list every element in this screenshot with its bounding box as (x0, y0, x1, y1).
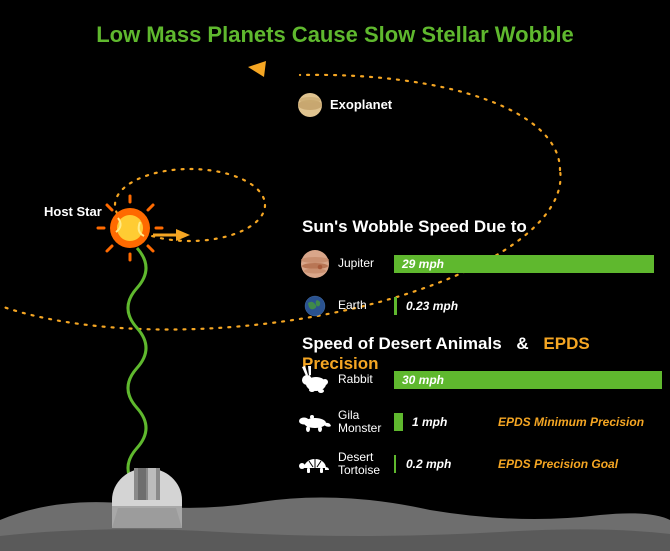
bar-track: 1 mph (394, 413, 474, 431)
epds-note: EPDS Precision Goal (498, 457, 618, 471)
bar-value: 0.23 mph (406, 299, 458, 313)
tortoise-icon (298, 447, 332, 481)
host-star-label: Host Star (44, 204, 102, 219)
outer-orbit-arrow (248, 61, 266, 77)
row-label: Gila Monster (338, 409, 394, 435)
star-arrow-head (176, 229, 190, 241)
row-jupiter: Jupiter 29 mph (298, 246, 660, 282)
bar-track: 0.23 mph (394, 297, 660, 315)
exoplanet-icon (298, 93, 322, 117)
gila-icon (298, 405, 332, 439)
bar-track: 30 mph (394, 371, 662, 389)
bar-fill (394, 297, 397, 315)
section2-heading-a: Speed of Desert Animals (302, 334, 502, 353)
jupiter-icon (298, 247, 332, 281)
epds-note: EPDS Minimum Precision (498, 415, 644, 429)
row-gila: Gila Monster 1 mph EPDS Minimum Precisio… (298, 404, 660, 440)
bar-track: 29 mph (394, 255, 660, 273)
bar-track: 0.2 mph (394, 455, 474, 473)
earth-icon (298, 289, 332, 323)
bar-value: 30 mph (402, 373, 444, 387)
page-title: Low Mass Planets Cause Slow Stellar Wobb… (0, 22, 670, 48)
rabbit-icon (298, 363, 332, 397)
bar-value: 0.2 mph (406, 457, 451, 471)
bar-value: 1 mph (412, 415, 447, 429)
section1-heading: Sun's Wobble Speed Due to (302, 217, 527, 237)
bar-value: 29 mph (402, 257, 444, 271)
exoplanet-label: Exoplanet (330, 97, 392, 112)
row-label: Jupiter (338, 257, 394, 270)
row-tortoise: Desert Tortoise 0.2 mph EPDS Precision G… (298, 446, 660, 482)
host-star-icon (98, 196, 162, 260)
section2-heading-amp: & (516, 334, 528, 353)
row-earth: Earth 0.23 mph (298, 288, 660, 324)
bar-fill (394, 455, 396, 473)
telescope-icon (112, 468, 182, 528)
bar-fill (394, 413, 403, 431)
row-label: Desert Tortoise (338, 451, 394, 477)
row-rabbit: Rabbit 30 mph (298, 362, 660, 398)
row-label: Earth (338, 299, 394, 312)
row-label: Rabbit (338, 373, 394, 386)
